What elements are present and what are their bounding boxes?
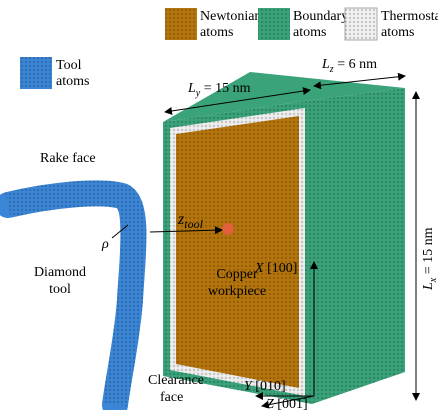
tool-label: tool <box>49 282 71 297</box>
tool-center <box>222 223 234 235</box>
workpiece-label: workpiece <box>208 284 266 299</box>
clearance-label: Clearance <box>148 373 204 388</box>
legend-text: atoms <box>56 74 89 89</box>
rake-face-label: Rake face <box>40 151 96 166</box>
diagram: Newtonian atoms Boundary atoms Thermosta… <box>0 0 438 410</box>
lx-label: Lx = 15 nm <box>421 227 438 291</box>
legend-text: atoms <box>200 25 233 40</box>
tool-label: Diamond <box>34 265 86 280</box>
legend: Newtonian atoms Boundary atoms Thermosta… <box>20 8 438 89</box>
lz-label: Lz = 6 nm <box>321 57 377 75</box>
legend-text: Tool <box>56 58 82 73</box>
workpiece-label: Copper <box>216 267 258 282</box>
legend-text: atoms <box>381 25 414 40</box>
y-axis-label: Y [010] <box>244 379 286 394</box>
rho-label: ρ <box>101 237 109 252</box>
legend-text: Thermostat <box>381 9 438 24</box>
z-axis-label: Z [001] <box>266 397 308 410</box>
x-axis-label: X [100] <box>254 261 297 276</box>
legend-text: Boundary <box>293 9 348 24</box>
legend-text: atoms <box>293 25 326 40</box>
legend-text: Newtonian <box>200 9 261 24</box>
clearance-label: face <box>160 390 183 405</box>
workpiece <box>163 72 405 404</box>
